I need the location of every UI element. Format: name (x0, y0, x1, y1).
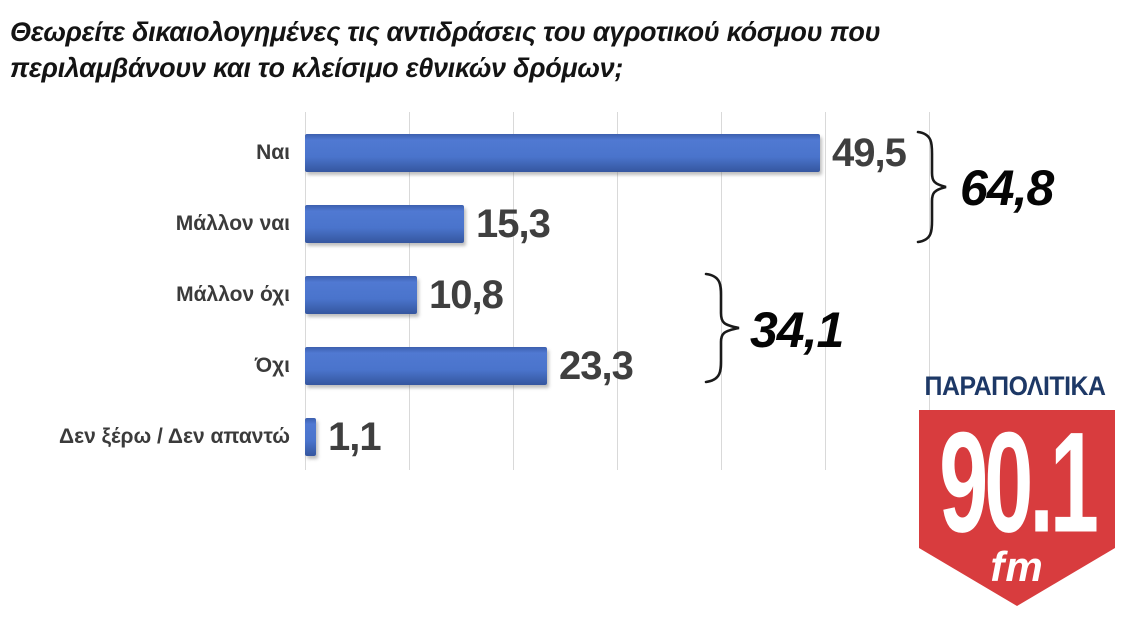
value-label: 1,1 (328, 415, 382, 459)
bar-2 (305, 205, 464, 243)
logo-fm-label: fm (990, 543, 1044, 590)
logo-frequency: 90.1 (939, 401, 1099, 563)
brace-bottom-group (704, 272, 740, 384)
value-label: 15,3 (476, 202, 551, 246)
category-label: Μάλλον ναι (175, 212, 290, 235)
bar-4 (305, 347, 547, 385)
category-label: Δεν ξέρω / Δεν απαντώ (59, 425, 290, 448)
gridline (825, 112, 826, 470)
bar-1 (305, 134, 820, 172)
gridline (513, 112, 514, 470)
category-label: Μάλλον όχι (176, 283, 290, 306)
category-label: Όχι (254, 354, 290, 377)
group-sum-no: 34,1 (750, 302, 844, 358)
category-label: Ναι (256, 141, 290, 164)
gridline (929, 112, 930, 470)
logo-shield-icon (919, 410, 1115, 606)
chart-title: Θεωρείτε δικαιολογημένες τις αντιδράσεις… (10, 17, 881, 83)
brace-top-group (916, 130, 947, 244)
value-label: 10,8 (429, 273, 504, 317)
group-sum-yes: 64,8 (960, 160, 1054, 216)
bar-5 (305, 418, 316, 456)
logo-brand-text: ΠΑΡΑΠΟΛΙΤΙΚΑ (924, 371, 1106, 401)
gridline (617, 112, 618, 470)
value-label: 23,3 (559, 344, 634, 388)
bar-3 (305, 276, 417, 314)
value-label: 49,5 (832, 131, 907, 175)
